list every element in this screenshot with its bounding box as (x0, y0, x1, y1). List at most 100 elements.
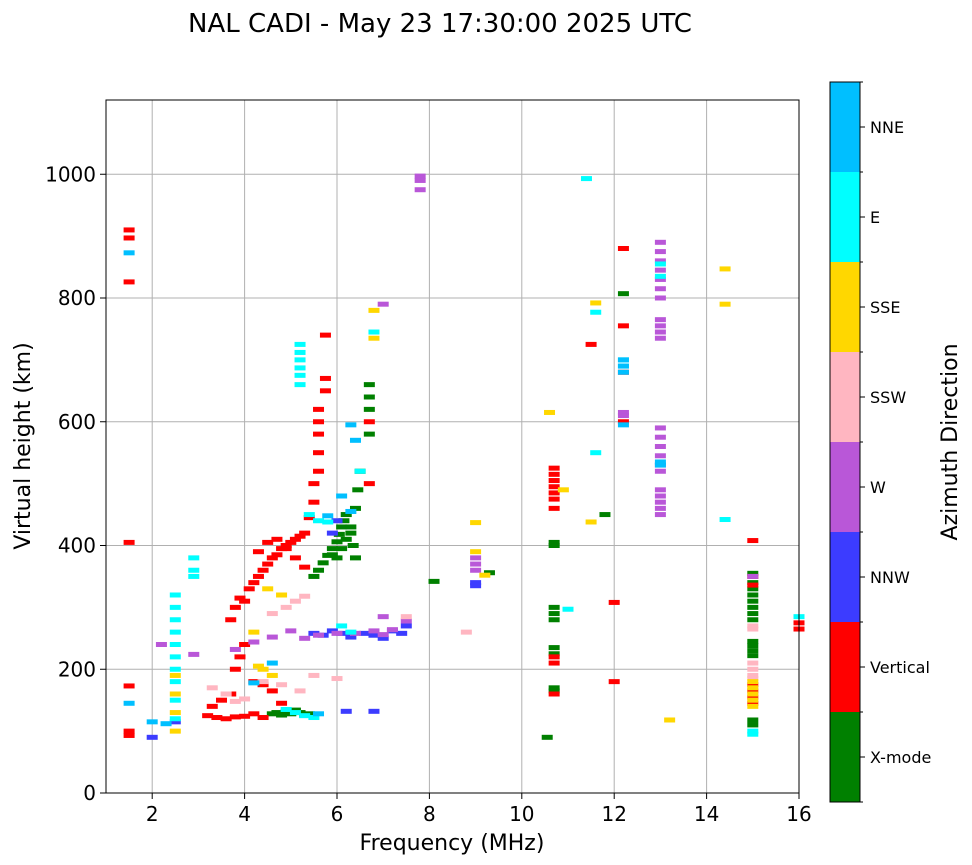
point-e (294, 341, 306, 347)
point-ssw (747, 676, 759, 682)
point-vertical (248, 580, 260, 586)
point-sse (719, 301, 731, 307)
point-vertical (280, 543, 292, 548)
y-tick-label: 1000 (45, 162, 96, 186)
point-w (368, 628, 380, 634)
point-e (747, 728, 759, 734)
point-w (654, 493, 666, 499)
point-vertical (289, 536, 301, 542)
point-vertical (229, 666, 241, 672)
point-e (580, 176, 592, 182)
point-vertical (123, 235, 135, 241)
point-sse (747, 685, 759, 691)
point-x-mode (747, 604, 759, 610)
colorbar-swatch (830, 532, 860, 622)
point-ssw (266, 611, 278, 617)
point-vertical (123, 728, 135, 734)
point-w (377, 614, 389, 620)
point-nnw (331, 518, 343, 524)
colorbar-swatch (830, 352, 860, 442)
point-vertical (363, 419, 375, 425)
point-ssw (276, 682, 288, 688)
point-vertical (234, 595, 246, 601)
point-w (229, 646, 241, 652)
point-e (747, 731, 759, 737)
point-ssw (239, 696, 251, 702)
point-ssw (747, 666, 759, 672)
point-nnw (169, 719, 181, 725)
point-w (377, 632, 389, 638)
point-e (169, 642, 181, 647)
point-vertical (299, 530, 311, 536)
colorbar-swatch (830, 712, 860, 802)
point-vertical (280, 546, 292, 552)
point-nnw (400, 623, 412, 629)
point-w (654, 317, 666, 323)
point-e (590, 450, 602, 456)
point-vertical (299, 564, 311, 570)
point-sse (276, 592, 288, 598)
point-nnw (368, 708, 380, 714)
point-x-mode (363, 406, 375, 412)
point-x-mode (352, 487, 364, 493)
point-vertical (548, 505, 560, 511)
colorbar-swatch (830, 622, 860, 712)
point-sse (169, 691, 181, 697)
point-w (617, 413, 629, 419)
point-vertical (548, 660, 560, 666)
point-nne (248, 680, 260, 686)
point-x-mode (747, 617, 759, 623)
point-vertical (225, 617, 237, 623)
point-vertical (276, 700, 288, 706)
y-axis-label: Virtual height (km) (11, 342, 36, 549)
point-x-mode (747, 570, 759, 576)
point-ssw (280, 604, 292, 610)
point-w (470, 555, 482, 561)
point-nne (336, 493, 348, 499)
point-x-mode (548, 539, 560, 545)
point-vertical (548, 654, 560, 660)
point-nne (617, 363, 629, 369)
point-sse (585, 519, 597, 525)
point-ssw (747, 626, 759, 632)
point-sse (719, 266, 731, 272)
point-vertical (617, 419, 629, 425)
point-ssw (308, 672, 320, 678)
point-w (414, 177, 426, 183)
x-tick-label: 4 (238, 802, 251, 826)
point-ssw (331, 676, 343, 682)
point-x-mode (599, 512, 611, 518)
point-w (248, 639, 260, 645)
point-e (280, 706, 292, 712)
point-ssw (206, 685, 218, 691)
point-e (169, 666, 181, 672)
point-x-mode (336, 546, 348, 552)
point-vertical (308, 499, 320, 505)
y-tick-label: 800 (58, 286, 96, 310)
point-e (169, 716, 181, 722)
point-sse (252, 663, 264, 669)
point-e (169, 654, 181, 660)
point-x-mode (276, 712, 288, 718)
point-x-mode (333, 531, 345, 537)
point-e (590, 309, 602, 315)
point-ssw (747, 623, 759, 629)
point-vertical (239, 642, 251, 647)
point-x-mode (747, 643, 759, 649)
x-tick-label: 6 (331, 802, 344, 826)
point-sse (747, 679, 759, 685)
point-vertical (548, 490, 560, 496)
point-e (289, 710, 301, 716)
point-x-mode (313, 567, 325, 573)
point-e (169, 617, 181, 623)
point-vertical (123, 732, 135, 738)
point-nnw (359, 630, 371, 636)
point-x-mode (349, 505, 361, 511)
point-sse (257, 666, 269, 672)
point-sse (747, 691, 759, 697)
point-w (654, 434, 666, 440)
point-ssw (289, 598, 301, 604)
point-x-mode (326, 552, 338, 558)
point-sse (747, 703, 759, 709)
